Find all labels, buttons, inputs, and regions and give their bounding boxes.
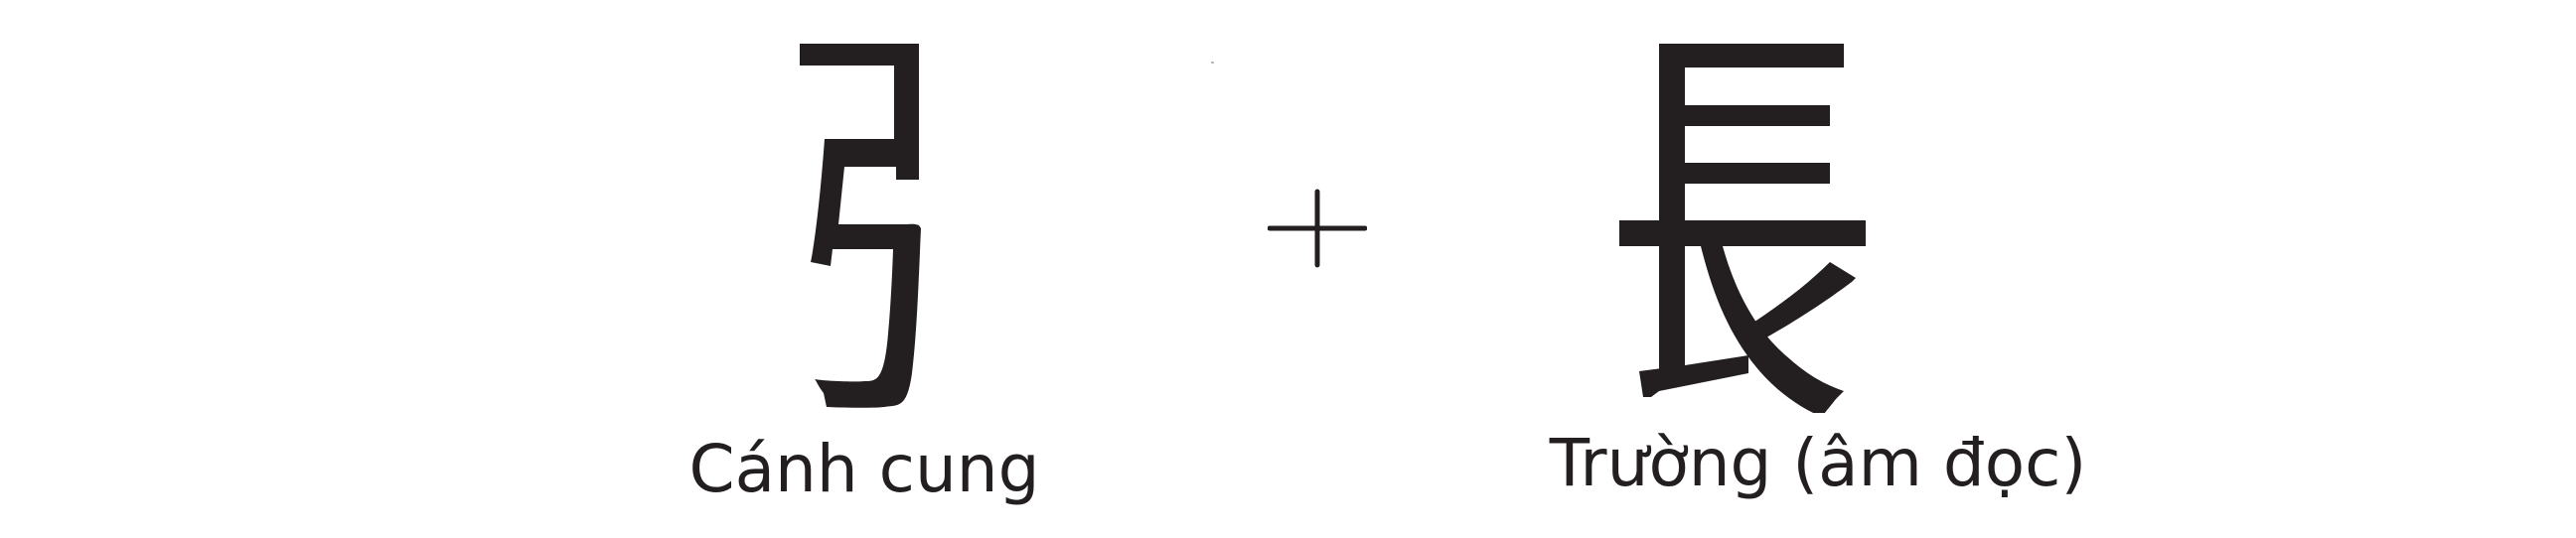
- component-glyph-long: [1619, 44, 1866, 413]
- component-glyph-bow: [800, 44, 921, 408]
- stray-dot: [1211, 62, 1214, 64]
- caption-bow: Cánh cung: [688, 431, 1040, 507]
- caption-long: Trường (âm đọc): [1549, 425, 2087, 501]
- plus-operator: [1268, 189, 1367, 268]
